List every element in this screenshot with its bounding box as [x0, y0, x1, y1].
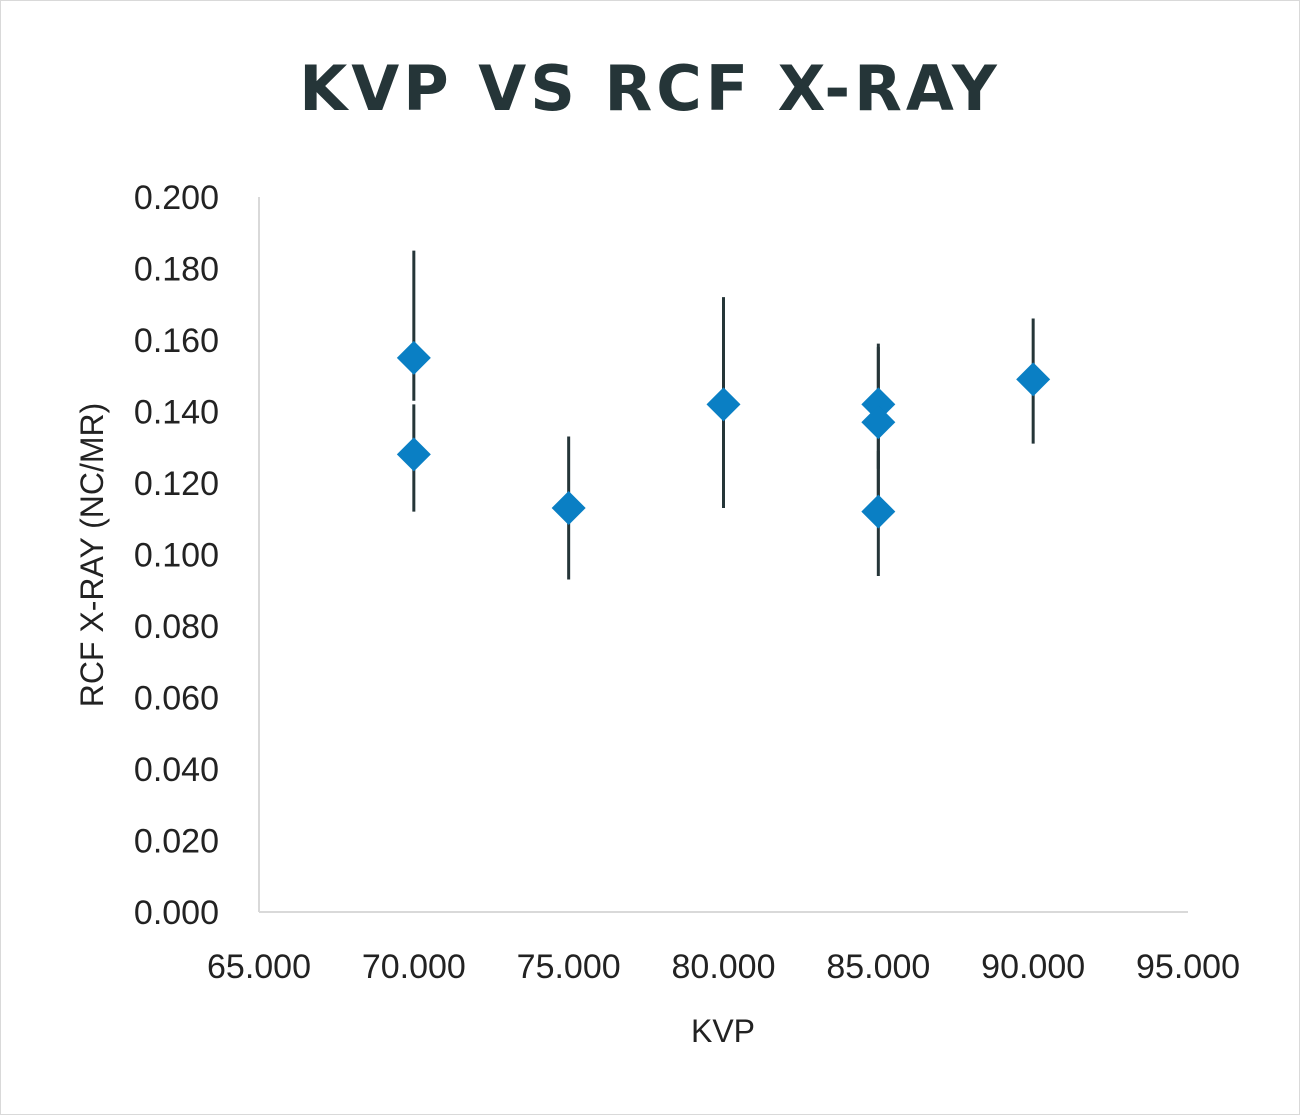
x-tick-label: 85.000: [826, 948, 930, 986]
x-tick-label: 90.000: [981, 948, 1085, 986]
data-point-marker: [551, 491, 586, 526]
y-tick-label: 0.200: [134, 179, 219, 217]
data-point-marker: [1016, 362, 1051, 397]
y-tick-label: 0.100: [134, 537, 219, 575]
y-tick-label: 0.120: [134, 465, 219, 503]
x-tick-labels: 65.000 70.000 75.000 80.000 85.000 90.000 95.0…: [207, 948, 1240, 986]
y-tick-label: 0.160: [134, 322, 219, 360]
y-tick-label: 0.060: [134, 680, 219, 718]
data-point-marker: [861, 405, 896, 440]
y-tick-label: 0.000: [134, 894, 219, 932]
y-axis-label: RCF X-RAY (NC/MR): [74, 403, 110, 708]
x-axis-label: KVP: [691, 1013, 755, 1049]
x-tick-label: 95.000: [1136, 948, 1240, 986]
data-point-marker: [396, 340, 431, 375]
x-tick-label: 75.000: [517, 948, 621, 986]
y-tick-label: 0.020: [134, 823, 219, 861]
y-tick-label: 0.180: [134, 251, 219, 289]
x-tick-label: 65.000: [207, 948, 311, 986]
data-point-marker: [861, 387, 896, 422]
y-tick-label: 0.080: [134, 608, 219, 646]
chart-title: KVP VS RCF X-RAY: [299, 52, 1001, 125]
data-point-marker: [706, 387, 741, 422]
data-points: [396, 340, 1051, 529]
data-point-marker: [861, 494, 896, 529]
data-point-marker: [396, 437, 431, 472]
y-tick-labels: 0.000 0.020 0.040 0.060 0.080 0.100 0.120 0.140…: [134, 179, 219, 932]
x-tick-label: 70.000: [362, 948, 466, 986]
axes: [258, 197, 1188, 913]
y-tick-label: 0.040: [134, 751, 219, 789]
y-tick-label: 0.140: [134, 394, 219, 432]
x-tick-label: 80.000: [672, 948, 776, 986]
